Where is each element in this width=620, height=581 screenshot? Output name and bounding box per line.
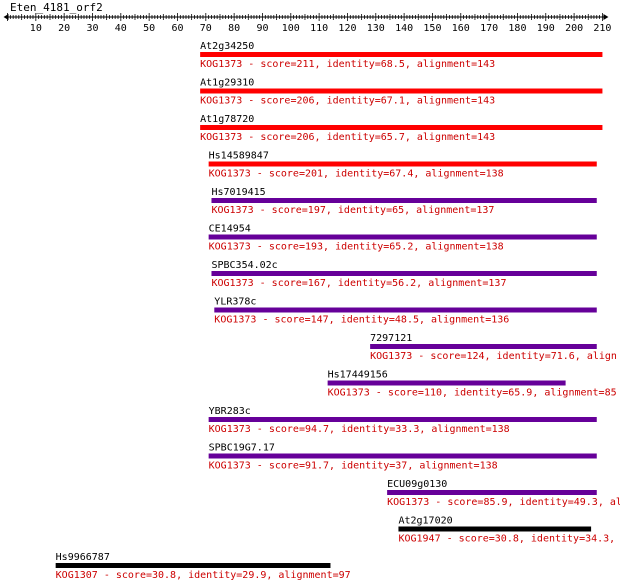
hit-row[interactable]: Hs7019415 KOG1373 - score=197, identity=6… bbox=[211, 187, 597, 216]
axis-tick-label: 170 bbox=[480, 23, 498, 34]
hit-bar[interactable] bbox=[208, 453, 597, 459]
hit-description: KOG1947 - score=30.8, identity=34.3, ali… bbox=[398, 534, 620, 545]
hit-bar[interactable] bbox=[200, 125, 603, 130]
axis-tick-label: 190 bbox=[537, 23, 555, 34]
axis-tick-label: 140 bbox=[395, 23, 413, 34]
hit-name[interactable]: SPBC19G7.17 bbox=[209, 443, 275, 454]
hit-description: KOG1373 - score=124, identity=71.6, alig… bbox=[370, 351, 617, 362]
hit-list: At2g34250 KOG1373 - score=211, identity=6… bbox=[55, 41, 620, 581]
axis-tick-label: 30 bbox=[86, 23, 98, 34]
hit-bar[interactable] bbox=[370, 344, 597, 349]
hit-row[interactable]: SPBC19G7.17 KOG1373 - score=91.7, identit… bbox=[208, 443, 597, 472]
axis-tick-label: 90 bbox=[256, 23, 268, 34]
axis-tick-label: 20 bbox=[58, 23, 70, 34]
hit-bar[interactable] bbox=[398, 526, 592, 532]
axis-tick-label: 160 bbox=[452, 23, 470, 34]
hit-name[interactable]: Hs17449156 bbox=[328, 370, 388, 381]
hit-name[interactable]: CE14954 bbox=[209, 224, 251, 235]
hit-row[interactable]: At1g78720 KOG1373 - score=206, identity=6… bbox=[200, 114, 603, 143]
hit-bar[interactable] bbox=[327, 380, 566, 386]
hit-bar[interactable] bbox=[211, 198, 597, 203]
axis-tick-label: 130 bbox=[367, 23, 385, 34]
hit-name[interactable]: 7297121 bbox=[370, 333, 412, 344]
hit-name[interactable]: At1g29310 bbox=[200, 78, 254, 89]
hit-name[interactable]: Hs7019415 bbox=[211, 187, 265, 198]
hit-name[interactable]: YLR378c bbox=[214, 297, 256, 308]
hit-row[interactable]: Hs17449156 KOG1373 - score=110, identity=… bbox=[327, 370, 617, 399]
hit-description: KOG1373 - score=206, identity=67.1, alig… bbox=[200, 96, 495, 107]
hit-row[interactable]: CE14954 KOG1373 - score=193, identity=65.… bbox=[208, 224, 597, 253]
hit-row[interactable]: At1g29310 KOG1373 - score=206, identity=6… bbox=[200, 78, 603, 107]
hit-name[interactable]: Hs14589847 bbox=[209, 151, 269, 162]
axis-tick-label: 40 bbox=[115, 23, 127, 34]
hit-bar[interactable] bbox=[208, 234, 597, 240]
axis-tick-label: 80 bbox=[228, 23, 240, 34]
hit-row[interactable]: Hs9966787 KOG1307 - score=30.8, identity=… bbox=[55, 552, 351, 581]
hit-row[interactable]: SPBC354.02c KOG1373 - score=167, identity… bbox=[211, 260, 597, 289]
sequence-axis: 10 20 30 40 50 60 70 80 90 100 110 120 130 140 150 160 1… bbox=[3, 13, 611, 34]
axis-tick-label: 180 bbox=[508, 23, 526, 34]
hit-description: KOG1373 - score=85.9, identity=49.3, ali… bbox=[387, 497, 620, 508]
axis-arrow-left-icon bbox=[3, 14, 9, 20]
hit-name[interactable]: At1g78720 bbox=[200, 114, 254, 125]
hit-row[interactable]: Hs14589847 KOG1373 - score=201, identity=… bbox=[208, 151, 597, 180]
hit-name[interactable]: At2g17020 bbox=[398, 516, 452, 527]
hit-name[interactable]: At2g34250 bbox=[200, 41, 254, 52]
hit-description: KOG1373 - score=147, identity=48.5, alig… bbox=[214, 315, 509, 326]
hit-name[interactable]: SPBC354.02c bbox=[211, 260, 277, 271]
hit-description: KOG1373 - score=94.7, identity=33.3, ali… bbox=[209, 424, 510, 435]
hit-bar[interactable] bbox=[208, 161, 597, 167]
axis-tick-label: 50 bbox=[143, 23, 155, 34]
hit-row[interactable]: ECU09g0130 KOG1373 - score=85.9, identity… bbox=[387, 479, 620, 508]
hit-bar[interactable] bbox=[55, 563, 331, 568]
hit-row[interactable]: At2g34250 KOG1373 - score=211, identity=6… bbox=[200, 41, 603, 70]
axis-tick-label: 110 bbox=[310, 23, 328, 34]
hit-description: KOG1373 - score=197, identity=65, alignm… bbox=[211, 205, 494, 216]
axis-arrow-right-icon bbox=[603, 14, 609, 20]
query-title: Eten_4181_orf2 bbox=[10, 1, 103, 14]
hit-description: KOG1373 - score=193, identity=65.2, alig… bbox=[209, 242, 504, 253]
hit-row[interactable]: YBR283c KOG1373 - score=94.7, identity=33… bbox=[208, 406, 597, 435]
hit-name[interactable]: ECU09g0130 bbox=[387, 479, 447, 490]
hit-bar[interactable] bbox=[387, 490, 597, 495]
axis-tick-label: 10 bbox=[30, 23, 42, 34]
hit-bar[interactable] bbox=[200, 52, 603, 57]
axis-tick-label: 120 bbox=[338, 23, 356, 34]
axis-tick-label: 70 bbox=[200, 23, 212, 34]
hit-description: KOG1373 - score=211, identity=68.5, alig… bbox=[200, 59, 495, 70]
hit-description: KOG1373 - score=201, identity=67.4, alig… bbox=[209, 169, 504, 180]
hit-bar[interactable] bbox=[211, 271, 597, 276]
hit-bar[interactable] bbox=[208, 417, 597, 422]
hit-description: KOG1373 - score=206, identity=65.7, alig… bbox=[200, 132, 495, 143]
axis-tick-label: 200 bbox=[565, 23, 583, 34]
hit-row[interactable]: At2g17020 KOG1947 - score=30.8, identity=… bbox=[398, 516, 620, 545]
axis-tick-label: 150 bbox=[423, 23, 441, 34]
axis-tick-label: 60 bbox=[171, 23, 183, 34]
hit-description: KOG1373 - score=167, identity=56.2, alig… bbox=[211, 278, 506, 289]
hit-bar[interactable] bbox=[214, 307, 597, 313]
hit-row[interactable]: 7297121 KOG1373 - score=124, identity=71.… bbox=[370, 333, 617, 362]
axis-tick-label: 100 bbox=[282, 23, 300, 34]
hit-name[interactable]: YBR283c bbox=[209, 406, 251, 417]
axis-tick-label: 210 bbox=[593, 23, 611, 34]
hit-description: KOG1373 - score=110, identity=65.9, alig… bbox=[328, 388, 617, 399]
hit-row[interactable]: YLR378c KOG1373 - score=147, identity=48.… bbox=[214, 297, 597, 326]
hit-name[interactable]: Hs9966787 bbox=[56, 552, 110, 563]
hit-description: KOG1373 - score=91.7, identity=37, align… bbox=[209, 461, 498, 472]
hit-bar[interactable] bbox=[200, 88, 603, 94]
hit-description: KOG1307 - score=30.8, identity=29.9, ali… bbox=[56, 570, 351, 581]
